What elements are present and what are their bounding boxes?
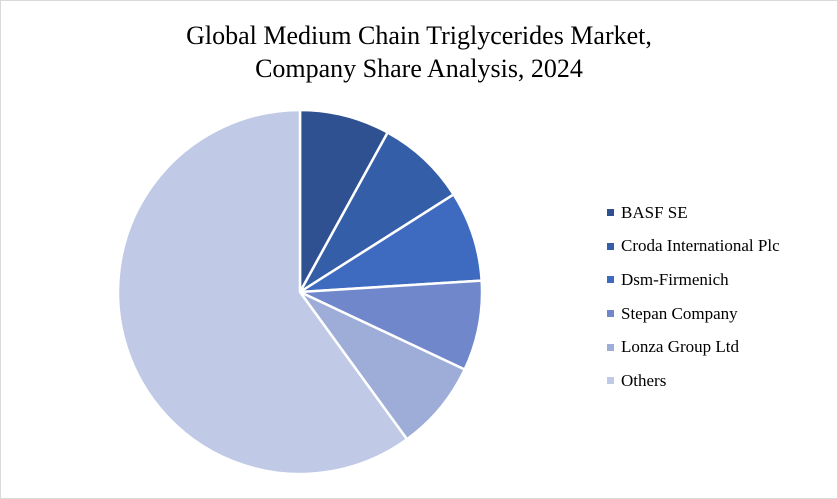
pie-slice-dsm-firmenich [298,193,483,294]
chart-title-line-2: Company Share Analysis, 2024 [255,54,583,83]
legend-label: Others [621,370,667,390]
legend-item-others: Others [607,364,780,398]
legend-label: BASF SE [621,202,688,222]
pie-slice-others [116,108,409,476]
legend-swatch [607,209,614,217]
legend-swatch [607,310,614,318]
legend-item-stepan-company: Stepan Company [607,297,780,331]
legend-swatch [607,276,614,284]
legend: BASF SE Croda International Plc Dsm-Firmen… [607,196,780,398]
legend-label: Stepan Company [621,303,738,323]
legend-item-basf-se: BASF SE [607,196,780,230]
chart-title: Global Medium Chain Triglycerides Market… [1,19,837,85]
pie-slice-croda-international-plc [298,131,455,294]
pie-slice-lonza-group-ltd [298,290,466,441]
legend-item-croda-international-plc: Croda International Plc [607,230,780,264]
legend-swatch [607,343,614,351]
legend-swatch [607,242,614,250]
legend-swatch [607,377,614,385]
pie-slice-basf-se [298,108,389,294]
pie-slice-stepan-company [298,279,484,371]
legend-item-lonza-group-ltd: Lonza Group Ltd [607,330,780,364]
legend-label: Croda International Plc [621,236,780,256]
legend-item-dsm-firmenich: Dsm-Firmenich [607,263,780,297]
legend-label: Dsm-Firmenich [621,269,729,289]
legend-label: Lonza Group Ltd [621,337,740,357]
chart-title-line-1: Global Medium Chain Triglycerides Market… [186,21,652,50]
